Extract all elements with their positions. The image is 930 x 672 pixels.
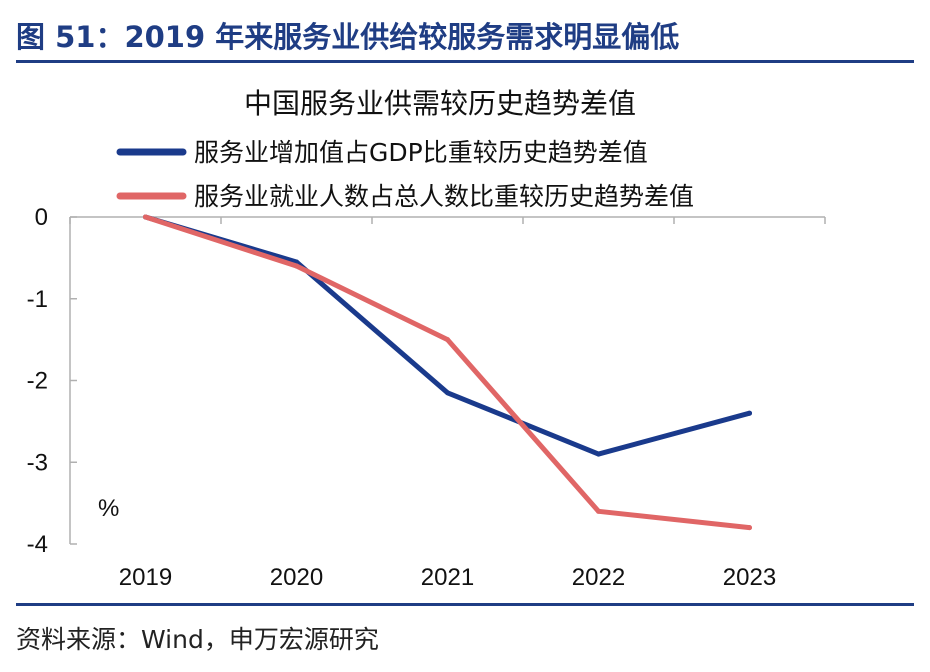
series-2-point — [445, 337, 450, 343]
x-tick-label: 2023 — [723, 564, 776, 591]
y-tick-label: -2 — [27, 368, 48, 395]
chart-title: 中国服务业供需较历史趋势差值 — [244, 87, 636, 120]
title-rule — [16, 60, 914, 63]
y-tick-label: -3 — [27, 449, 48, 476]
x-tick-label: 2022 — [572, 564, 625, 591]
y-tick-label: 0 — [35, 204, 48, 231]
series-1-point — [445, 390, 450, 396]
footer-rule — [16, 603, 914, 606]
series-2-point — [596, 508, 601, 514]
x-tick-label: 2021 — [421, 564, 474, 591]
x-tick-label: 2019 — [119, 564, 172, 591]
figure-title: 图 51：2019 年来服务业供给较服务需求明显偏低 — [16, 20, 680, 54]
series-2-point — [143, 214, 148, 220]
series-1-point — [747, 410, 752, 416]
series-line-2 — [143, 214, 752, 531]
series-1-point — [596, 451, 601, 457]
y-tick-label: -1 — [27, 286, 48, 313]
series-line-1 — [143, 214, 752, 457]
y-tick-label: -4 — [27, 531, 48, 558]
chart: 中国服务业供需较历史趋势差值 服务业增加值占GDP比重较历史趋势差值服务业就业人… — [27, 87, 826, 591]
y-unit-label: % — [98, 495, 119, 522]
source-note: 资料来源：Wind，申万宏源研究 — [16, 625, 379, 654]
axes: 0 -1 -2 -3 -4 2019 2020 2021 2022 2023 — [27, 204, 826, 591]
series-2-point — [294, 263, 299, 269]
x-tick-label: 2020 — [270, 564, 323, 591]
series-group — [143, 214, 752, 531]
series-2-point — [747, 525, 752, 531]
legend-label-1: 服务业增加值占GDP比重较历史趋势差值 — [194, 138, 648, 167]
legend-label-2: 服务业就业人数占总人数比重较历史趋势差值 — [194, 182, 694, 211]
